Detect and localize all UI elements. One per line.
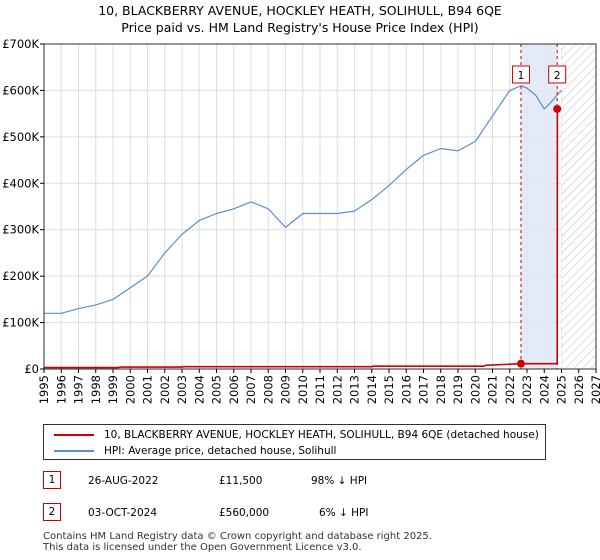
transaction-hpi-diff: 98% ↓ HPI <box>311 475 368 487</box>
x-tick-label: 2002 <box>158 375 172 404</box>
chart-subtitle: Price paid vs. HM Land Registry's House … <box>121 20 479 35</box>
x-tick-label: 1996 <box>54 375 68 404</box>
highlight-band <box>520 44 558 369</box>
x-tick-label: 2020 <box>468 375 482 404</box>
x-tick-label: 1997 <box>72 375 86 404</box>
x-tick-label: 2022 <box>503 375 517 404</box>
chart-title: 10, BLACKBERRY AVENUE, HOCKLEY HEATH, SO… <box>98 3 502 18</box>
x-tick-label: 1999 <box>106 375 120 404</box>
annotation-box <box>548 65 567 84</box>
x-tick-label: 2003 <box>175 375 189 404</box>
transaction-number-badge: 1 <box>43 471 61 489</box>
x-tick-label: 2025 <box>555 375 569 404</box>
annotation-label: 2 <box>554 70 561 82</box>
x-tick-label: 2023 <box>520 375 534 404</box>
x-tick-label: 2021 <box>486 375 500 404</box>
y-tick-label: £200K <box>2 269 39 283</box>
x-tick-label: 2006 <box>227 375 241 404</box>
sale-point <box>516 359 525 368</box>
x-tick-label: 2010 <box>296 375 310 404</box>
x-tick-label: 2019 <box>451 375 465 404</box>
annotation-label: 1 <box>518 70 525 82</box>
annotation-box <box>511 65 530 84</box>
legend-swatch-property <box>54 434 94 436</box>
transaction-date: 03-OCT-2024 <box>88 507 157 519</box>
y-tick-label: £0 <box>24 362 39 376</box>
x-tick-label: 2024 <box>537 375 551 404</box>
y-tick-label: £500K <box>2 130 39 144</box>
x-tick-label: 2005 <box>210 375 224 404</box>
x-tick-label: 2026 <box>572 375 586 404</box>
x-tick-label: 1998 <box>89 375 103 404</box>
projection-hatch <box>561 44 596 369</box>
x-tick-label: 2017 <box>417 375 431 404</box>
x-tick-label: 2000 <box>123 375 137 404</box>
y-tick-label: £600K <box>2 83 39 97</box>
x-tick-label: 2016 <box>399 375 413 404</box>
footer-licence: This data is licensed under the Open Gov… <box>43 542 362 553</box>
x-tick-label: 2013 <box>348 375 362 404</box>
x-tick-label: 2027 <box>589 375 600 404</box>
transaction-hpi-diff: 6% ↓ HPI <box>319 507 369 519</box>
x-tick-label: 1995 <box>37 375 51 404</box>
transaction-number-badge: 2 <box>43 503 61 521</box>
legend-swatch-hpi <box>54 450 94 452</box>
legend: 10, BLACKBERRY AVENUE, HOCKLEY HEATH, SO… <box>43 424 546 460</box>
legend-label-property: 10, BLACKBERRY AVENUE, HOCKLEY HEATH, SO… <box>104 429 539 441</box>
x-tick-label: 2009 <box>279 375 293 404</box>
x-tick-label: 2018 <box>434 375 448 404</box>
x-tick-label: 2001 <box>141 375 155 404</box>
x-tick-label: 2014 <box>365 375 379 404</box>
x-tick-label: 2008 <box>261 375 275 404</box>
x-tick-label: 2007 <box>244 375 258 404</box>
y-tick-label: £400K <box>2 176 39 190</box>
y-tick-label: £100K <box>2 316 39 330</box>
x-tick-label: 2015 <box>382 375 396 404</box>
x-tick-label: 2004 <box>192 375 206 404</box>
transaction-price: £11,500 <box>219 475 263 487</box>
x-tick-label: 2011 <box>313 375 327 404</box>
footer-copyright: Contains HM Land Registry data © Crown c… <box>43 531 432 542</box>
property-price-line <box>44 108 559 369</box>
transaction-date: 26-AUG-2022 <box>88 475 159 487</box>
sale-point <box>553 105 562 113</box>
hpi-line <box>44 85 562 314</box>
x-tick-label: 2012 <box>330 375 344 404</box>
legend-label-hpi: HPI: Average price, detached house, Soli… <box>104 445 337 457</box>
transaction-price: £560,000 <box>219 507 270 519</box>
y-tick-label: £300K <box>2 223 39 237</box>
y-tick-label: £700K <box>2 37 39 51</box>
price-chart: 1 2 £0 £100K £200K £300K £400K £500K £600K £700K… <box>2 37 600 404</box>
